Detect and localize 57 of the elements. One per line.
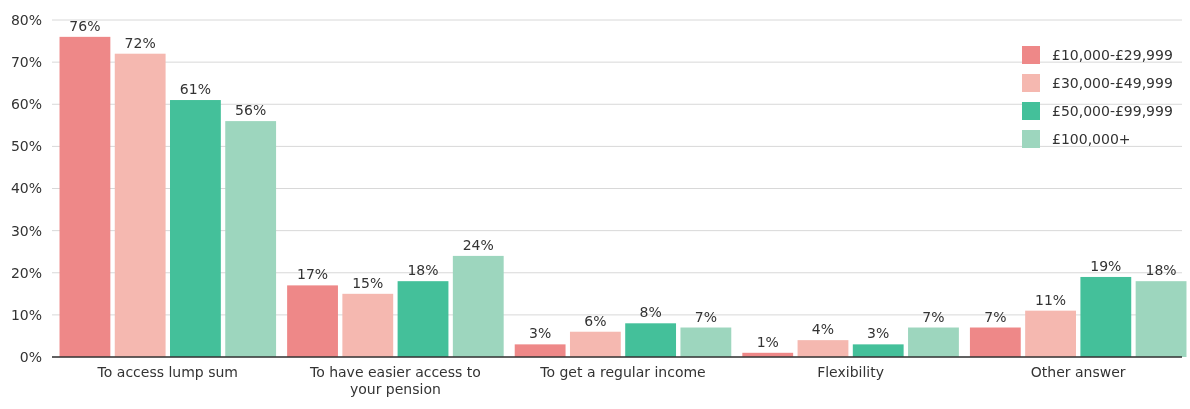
legend-label: £30,000-£49,999 xyxy=(1052,75,1173,91)
y-tick-label: 20% xyxy=(10,264,42,281)
data-label: 11% xyxy=(1035,291,1067,308)
bar xyxy=(852,344,904,357)
data-label: 56% xyxy=(235,102,267,119)
data-label: 15% xyxy=(352,274,384,291)
data-label: 24% xyxy=(462,236,494,253)
bar xyxy=(342,293,394,357)
bar xyxy=(908,327,959,357)
data-label: 19% xyxy=(1090,257,1122,274)
y-tick-label: 50% xyxy=(10,138,42,155)
bar xyxy=(1135,281,1187,357)
bar xyxy=(59,36,111,357)
data-label: 1% xyxy=(756,333,779,350)
bar xyxy=(287,285,338,357)
data-label: 3% xyxy=(529,325,552,342)
data-label: 6% xyxy=(584,312,607,329)
bar xyxy=(452,255,504,357)
x-tick-label: Other answer xyxy=(1030,364,1126,380)
legend-label: £50,000-£99,999 xyxy=(1052,103,1173,119)
bar xyxy=(397,281,449,357)
x-tick-label: To get a regular income xyxy=(539,364,706,380)
data-label: 4% xyxy=(811,321,835,338)
data-label: 3% xyxy=(867,325,890,342)
data-label: 7% xyxy=(694,308,717,325)
data-label: 17% xyxy=(296,266,329,283)
data-label: 61% xyxy=(179,81,211,98)
bar xyxy=(1025,310,1076,357)
y-tick-label: 40% xyxy=(10,180,42,197)
data-label: 18% xyxy=(1145,262,1177,279)
bar xyxy=(569,331,621,357)
bar xyxy=(680,327,732,357)
legend-label: £10,000-£29,999 xyxy=(1052,47,1173,63)
y-tick-label: 10% xyxy=(10,306,42,323)
bar xyxy=(114,53,166,357)
bar xyxy=(1080,276,1132,357)
bar xyxy=(225,121,277,357)
x-tick-label: To have easier access to your pension xyxy=(308,364,481,397)
data-label: 76% xyxy=(69,17,101,34)
y-tick-label: 0% xyxy=(19,348,42,365)
bar xyxy=(514,344,566,357)
legend-label: £100,000+ xyxy=(1052,131,1131,147)
bar xyxy=(625,323,677,357)
bar xyxy=(969,327,1021,357)
x-tick-label: Flexibility xyxy=(817,364,885,380)
bar xyxy=(170,100,221,357)
y-tick-label: 70% xyxy=(10,54,42,71)
data-label: 18% xyxy=(407,262,439,279)
y-tick-label: 60% xyxy=(10,96,42,113)
data-label: 72% xyxy=(124,34,156,51)
y-tick-label: 30% xyxy=(10,222,42,239)
bar xyxy=(797,340,849,357)
data-label: 7% xyxy=(984,308,1007,325)
x-tick-label: To access lump sum xyxy=(96,364,238,380)
data-label: 8% xyxy=(639,304,662,321)
y-tick-label: 80% xyxy=(10,11,42,28)
data-label: 7% xyxy=(922,308,945,325)
